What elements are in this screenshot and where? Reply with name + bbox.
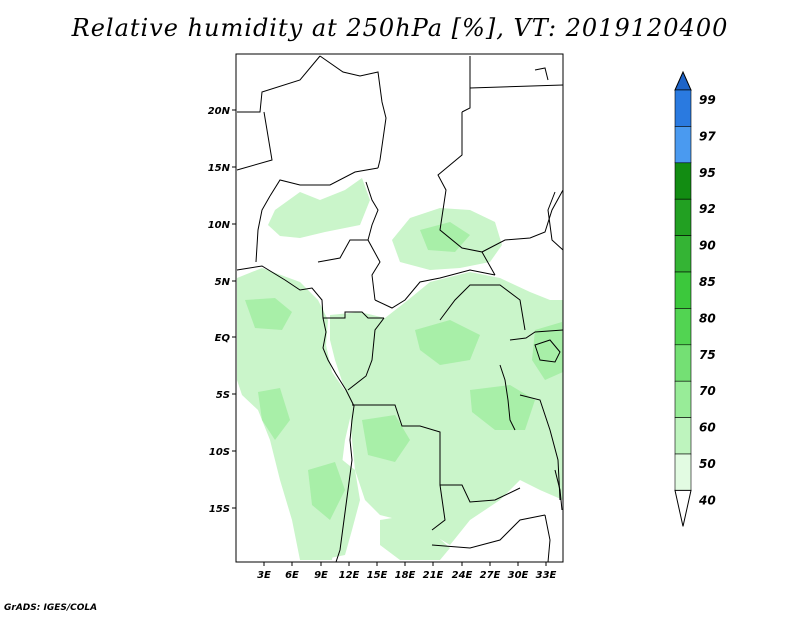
border-libya-egypt [461,56,471,113]
lat-label: EQ [215,333,231,344]
colorbar-label: 80 [699,311,716,325]
lon-label: 15E [367,570,388,581]
grads-credit: GrADS: IGES/COLA [4,603,98,613]
colorbar-swatch [674,308,692,346]
colorbar-label: 60 [699,421,716,435]
colorbar-arrow-top [674,70,692,91]
humidity-region-central [330,272,563,545]
border-sudan-south-sudan [481,189,564,253]
lat-label: 15N [208,163,231,174]
border-cameroon-car [374,269,496,309]
latitude-ticks [232,109,236,509]
lat-label: 20N [208,106,231,117]
colorbar-label: 40 [698,493,716,507]
lon-label: 12E [339,570,360,581]
lon-label: 21E [423,570,444,581]
colorbar-label: 99 [699,93,716,107]
red-sea-coast [534,67,549,81]
colorbar-arrow-bottom [674,489,692,527]
border-mozambique [544,514,551,563]
colorbar-swatch [674,89,692,127]
border-niger-north [237,55,321,113]
humidity-field [237,178,563,560]
humidity-patch-3 [470,385,535,430]
humidity-patch-8 [258,388,290,440]
colorbar-swatch [674,380,692,418]
humidity-patch-2 [245,298,292,330]
lon-label: 9E [314,570,328,581]
lat-label: 10S [209,447,230,458]
border-chad-niger [269,167,379,197]
humidity-patch-7 [308,462,345,520]
lon-label: 3E [257,570,271,581]
map-svg: 20N 15N 10N 5N EQ 5S 10S 15S 3E 6E 9E 12… [208,53,716,581]
border-ethiopia [547,191,564,251]
colorbar-label: 75 [699,348,716,362]
border-cameroon-gabon [323,311,384,319]
border-chad-sudan [437,112,496,276]
map-frame [235,53,564,563]
lat-label: 15S [209,504,230,515]
lat-label: 10N [208,220,231,231]
lake-tanganyika [499,364,516,431]
colorbar-label: 95 [699,166,716,180]
latitude-labels: 20N 15N 10N 5N EQ 5S 10S 15S [208,106,231,515]
border-drc-uganda [509,329,564,341]
coastline-gulf-of-guinea [236,265,355,563]
lat-label: 5S [216,390,230,401]
border-drc-east [439,284,526,331]
lon-label: 33E [536,570,557,581]
humidity-region-south [380,515,450,560]
border-drc-angola [352,404,521,503]
colorbar-label: 90 [699,239,716,253]
humidity-patch-5 [532,322,563,380]
colorbar-label: 85 [699,275,716,289]
colorbar-label: 50 [699,457,716,471]
lon-label: 27E [480,570,501,581]
longitude-labels: 3E 6E 9E 12E 15E 18E 21E 24E 27E 30E 33E [257,570,556,581]
border-nigeria-chad [365,181,381,301]
colorbar-swatch [674,271,692,309]
lat-label: 5N [215,277,231,288]
border-angola-zambia [431,484,446,531]
lon-label: 24E [452,570,473,581]
colorbar-swatch [674,198,692,236]
lon-label: 18E [395,570,416,581]
colorbar-swatch [674,126,692,164]
border-nigeria-cameroon [317,239,368,263]
country-borders [236,55,564,563]
border-egypt-top [469,84,564,89]
border-tanzania [519,394,561,501]
border-congo-drc [347,317,385,391]
lake-victoria [534,339,561,363]
colorbar-swatch [674,453,692,491]
colorbar-swatch [674,344,692,382]
colorbar: 99 97 95 92 90 85 80 75 70 60 50 40 [674,70,716,527]
border-zambia-south [431,514,546,549]
colorbar-label: 92 [699,202,716,216]
humidity-patch-1 [415,320,480,365]
lon-label: 30E [508,570,529,581]
colorbar-swatch [674,235,692,273]
colorbar-label: 97 [699,129,716,143]
border-algeria-libya [319,55,387,169]
longitude-ticks [263,562,547,566]
humidity-region-north [268,178,370,238]
colorbar-swatch [674,162,692,200]
lon-label: 6E [285,570,299,581]
colorbar-swatch [674,417,692,455]
map-title: Relative humidity at 250hPa [%], VT: 201… [71,14,729,42]
border-niger-chad [236,111,273,171]
colorbar-label: 70 [699,384,716,398]
humidity-patch-4 [362,415,410,462]
border-benin-nigeria [255,195,271,263]
lake-malawi [554,469,563,511]
